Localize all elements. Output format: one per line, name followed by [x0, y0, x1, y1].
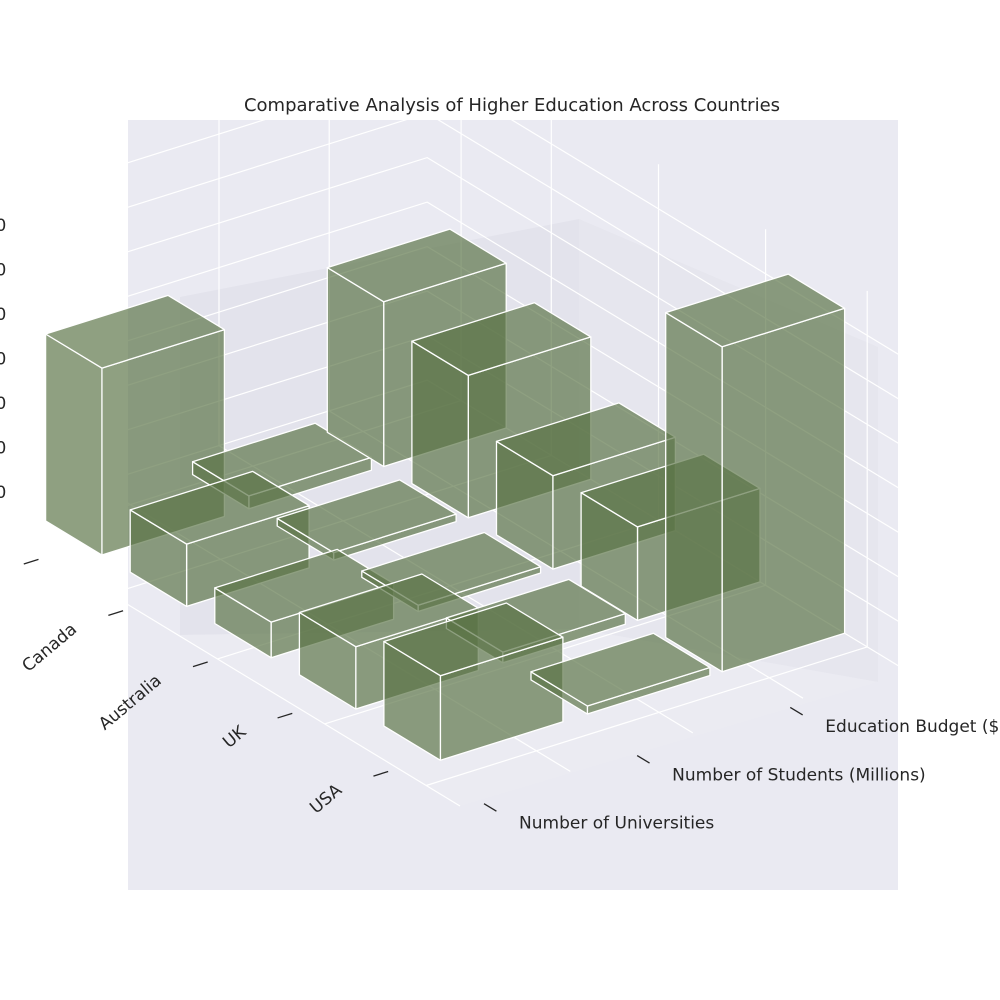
bar-top-face — [129, 470, 310, 545]
bar — [383, 602, 564, 761]
y-tick-mark — [483, 803, 497, 812]
bar — [276, 479, 457, 561]
z-tick-label: 20 — [0, 439, 6, 459]
y-tick-label: Education Budget ($ Billions) — [825, 717, 1000, 737]
y-tick-label: Number of Universities — [519, 813, 714, 833]
x-tick-mark — [373, 770, 389, 777]
bar-top-face — [383, 602, 564, 677]
bar — [530, 632, 711, 715]
bar-top-face — [530, 632, 711, 707]
y-tick-mark — [789, 706, 804, 716]
bar-top-face — [411, 302, 592, 377]
z-tick-label: 60 — [0, 261, 6, 281]
x-tick-mark — [108, 610, 124, 616]
z-tick-label: 30 — [0, 394, 6, 414]
bar-front-face — [326, 266, 385, 468]
y-tick-mark — [636, 754, 650, 764]
x-tick-mark — [23, 558, 39, 565]
x-tick-label: Canada — [19, 619, 81, 676]
z-tick-label: 70 — [0, 216, 6, 236]
bar-top-face — [44, 294, 226, 369]
chart-title: Comparative Analysis of Higher Education… — [244, 95, 780, 116]
bar-top-face — [495, 402, 677, 477]
bar-front-face — [665, 311, 723, 673]
bar-top-face — [276, 479, 457, 554]
x-tick-mark — [277, 712, 293, 719]
grid-line-y — [0, 526, 461, 807]
z-tick-label: 50 — [0, 305, 6, 325]
bar-top-face — [665, 273, 846, 348]
y-tick-label: Number of Students (Millions) — [672, 765, 926, 785]
x-tick-mark — [192, 661, 208, 668]
z-tick-label: 10 — [0, 483, 6, 503]
bar-side-face — [721, 307, 846, 673]
grid-line-z — [0, 67, 902, 357]
bar-top-face — [298, 573, 479, 648]
bars — [44, 228, 846, 761]
z-tick-label: 40 — [0, 350, 6, 370]
bar — [665, 273, 846, 673]
bar-front-face — [44, 333, 103, 556]
bar-top-face — [326, 228, 507, 303]
bar — [129, 470, 310, 608]
